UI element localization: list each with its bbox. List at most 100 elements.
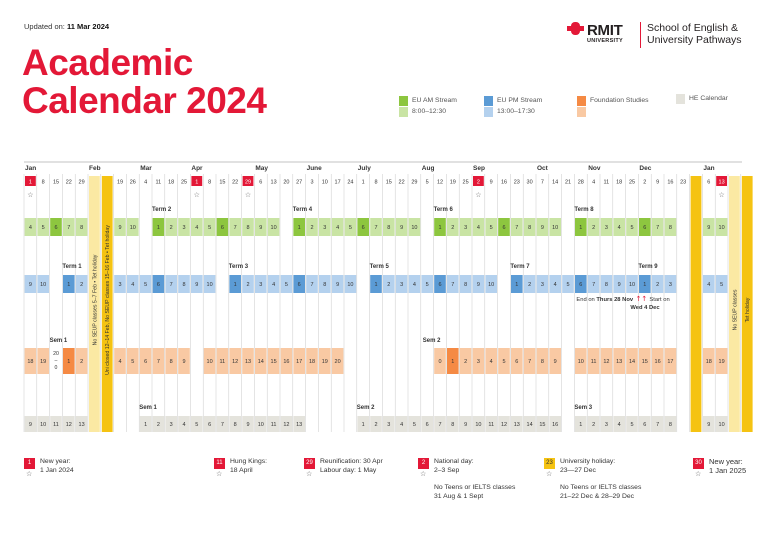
pm-cell-label: 8 (605, 282, 608, 288)
pm-cell-label: 3 (259, 282, 262, 288)
week-date: 4 (592, 180, 595, 186)
week-date: 13 (719, 180, 725, 186)
am-cell (575, 218, 587, 236)
am-cell-label: 2 (592, 225, 595, 231)
pm-cell-label: 2 (528, 282, 531, 288)
am-cell-label: 5 (208, 225, 211, 231)
he-cell-label: 5 (413, 422, 416, 428)
fs-cell-label: 17 (296, 359, 302, 365)
fs-cell-label: 10 (207, 359, 213, 365)
holiday-star-icon: ☆ (194, 191, 200, 199)
no-seup-column (89, 176, 100, 432)
fs-cell (319, 348, 331, 374)
fs-cell-label: 13 (245, 359, 251, 365)
he-cell-label: 14 (527, 422, 533, 428)
he-cell-label: 3 (605, 422, 608, 428)
fs-cell (613, 348, 625, 374)
month-label: July (358, 165, 371, 172)
he-cell-label: 7 (221, 422, 224, 428)
fs-cell (114, 348, 126, 374)
pm-cell-label: 5 (285, 282, 288, 288)
fs-cell-label: 6 (144, 359, 147, 365)
pm-cell-label: 9 (477, 282, 480, 288)
week-date: 21 (565, 180, 571, 186)
am-cell (523, 218, 536, 236)
month-label: Sep (473, 165, 485, 172)
am-cell-label: 1 (298, 225, 301, 231)
pm-cell (344, 275, 357, 293)
he-cell (472, 416, 485, 432)
am-cell (498, 218, 510, 236)
fs-cell-label: 14 (629, 359, 635, 365)
term-9-end-note: End on Thurs 28 Nov (576, 297, 633, 303)
pm-cell-label: 5 (426, 282, 429, 288)
he-cell-label: 11 (53, 422, 59, 428)
pm-cell (203, 275, 216, 293)
pm-cell (114, 275, 126, 293)
tet-2025-column (741, 176, 753, 432)
he-cell-label: 9 (464, 422, 467, 428)
week-date: 11 (604, 180, 610, 186)
am-cell-label: 4 (477, 225, 480, 231)
am-cell (37, 218, 49, 236)
pm-cell-label: 6 (438, 282, 441, 288)
he-cell (421, 416, 433, 432)
am-cell (434, 218, 446, 236)
he-cell (216, 416, 229, 432)
week-date: 6 (707, 180, 710, 186)
he-cell (613, 416, 625, 432)
week-date: 18 (616, 180, 622, 186)
he-cell-label: 11 (271, 422, 277, 428)
fs-cell (523, 348, 536, 374)
holiday-box (25, 176, 36, 186)
fs-cell-label: 4 (490, 359, 493, 365)
am-cell (293, 218, 305, 236)
am-cell-label: 4 (618, 225, 621, 231)
pm-cell-label: 5 (144, 282, 147, 288)
fs-cell (434, 348, 446, 374)
fs-cell-label: 12 (603, 359, 609, 365)
am-cell (331, 218, 344, 236)
he-cell (549, 416, 561, 432)
pm-cell-label: 1 (515, 282, 518, 288)
he-cell (178, 416, 190, 432)
pm-cell-label: 3 (669, 282, 672, 288)
pm-cell (651, 275, 664, 293)
term-1-label: Term 1 (62, 264, 82, 270)
am-cell (267, 218, 280, 236)
term-2-label: Term 2 (152, 207, 172, 213)
he-cell-label: 13 (79, 422, 85, 428)
week-date: 26 (130, 180, 136, 186)
pm-cell-label: 4 (707, 282, 710, 288)
feb-note-2: Uni closed 12–14 Feb, No SEUP classes 15… (105, 225, 111, 375)
am-cell-label: 4 (195, 225, 198, 231)
he-cell-label: 12 (66, 422, 72, 428)
month-label: June (307, 165, 323, 172)
week-date: 9 (656, 180, 659, 186)
fs-cell-label: 19 (40, 359, 46, 365)
am-cell-label: 6 (502, 225, 505, 231)
logo-sub: UNIVERSITY (587, 38, 624, 44)
fs-cell-label: 1 (67, 359, 70, 365)
pm-cell-label: 8 (323, 282, 326, 288)
holiday-box (716, 176, 727, 186)
am-cell-label: 4 (29, 225, 32, 231)
week-date: 22 (66, 180, 72, 186)
am-cell (344, 218, 357, 236)
dec-note-2: Tet holiday (745, 297, 751, 322)
week-date: 4 (144, 180, 147, 186)
month-label: Nov (588, 165, 601, 172)
he-cell (203, 416, 216, 432)
he-cell-label: 9 (246, 422, 249, 428)
holiday-box (473, 176, 484, 186)
week-date: 18 (168, 180, 174, 186)
week-date: 15 (219, 180, 225, 186)
he-cell (191, 416, 203, 432)
pm-cell-label: 7 (592, 282, 595, 288)
fs-cell-label: 19 (322, 359, 328, 365)
week-date: 25 (463, 180, 469, 186)
week-date: 16 (501, 180, 507, 186)
month-label: Apr (191, 165, 203, 172)
fs-cell-label: 16 (283, 359, 289, 365)
